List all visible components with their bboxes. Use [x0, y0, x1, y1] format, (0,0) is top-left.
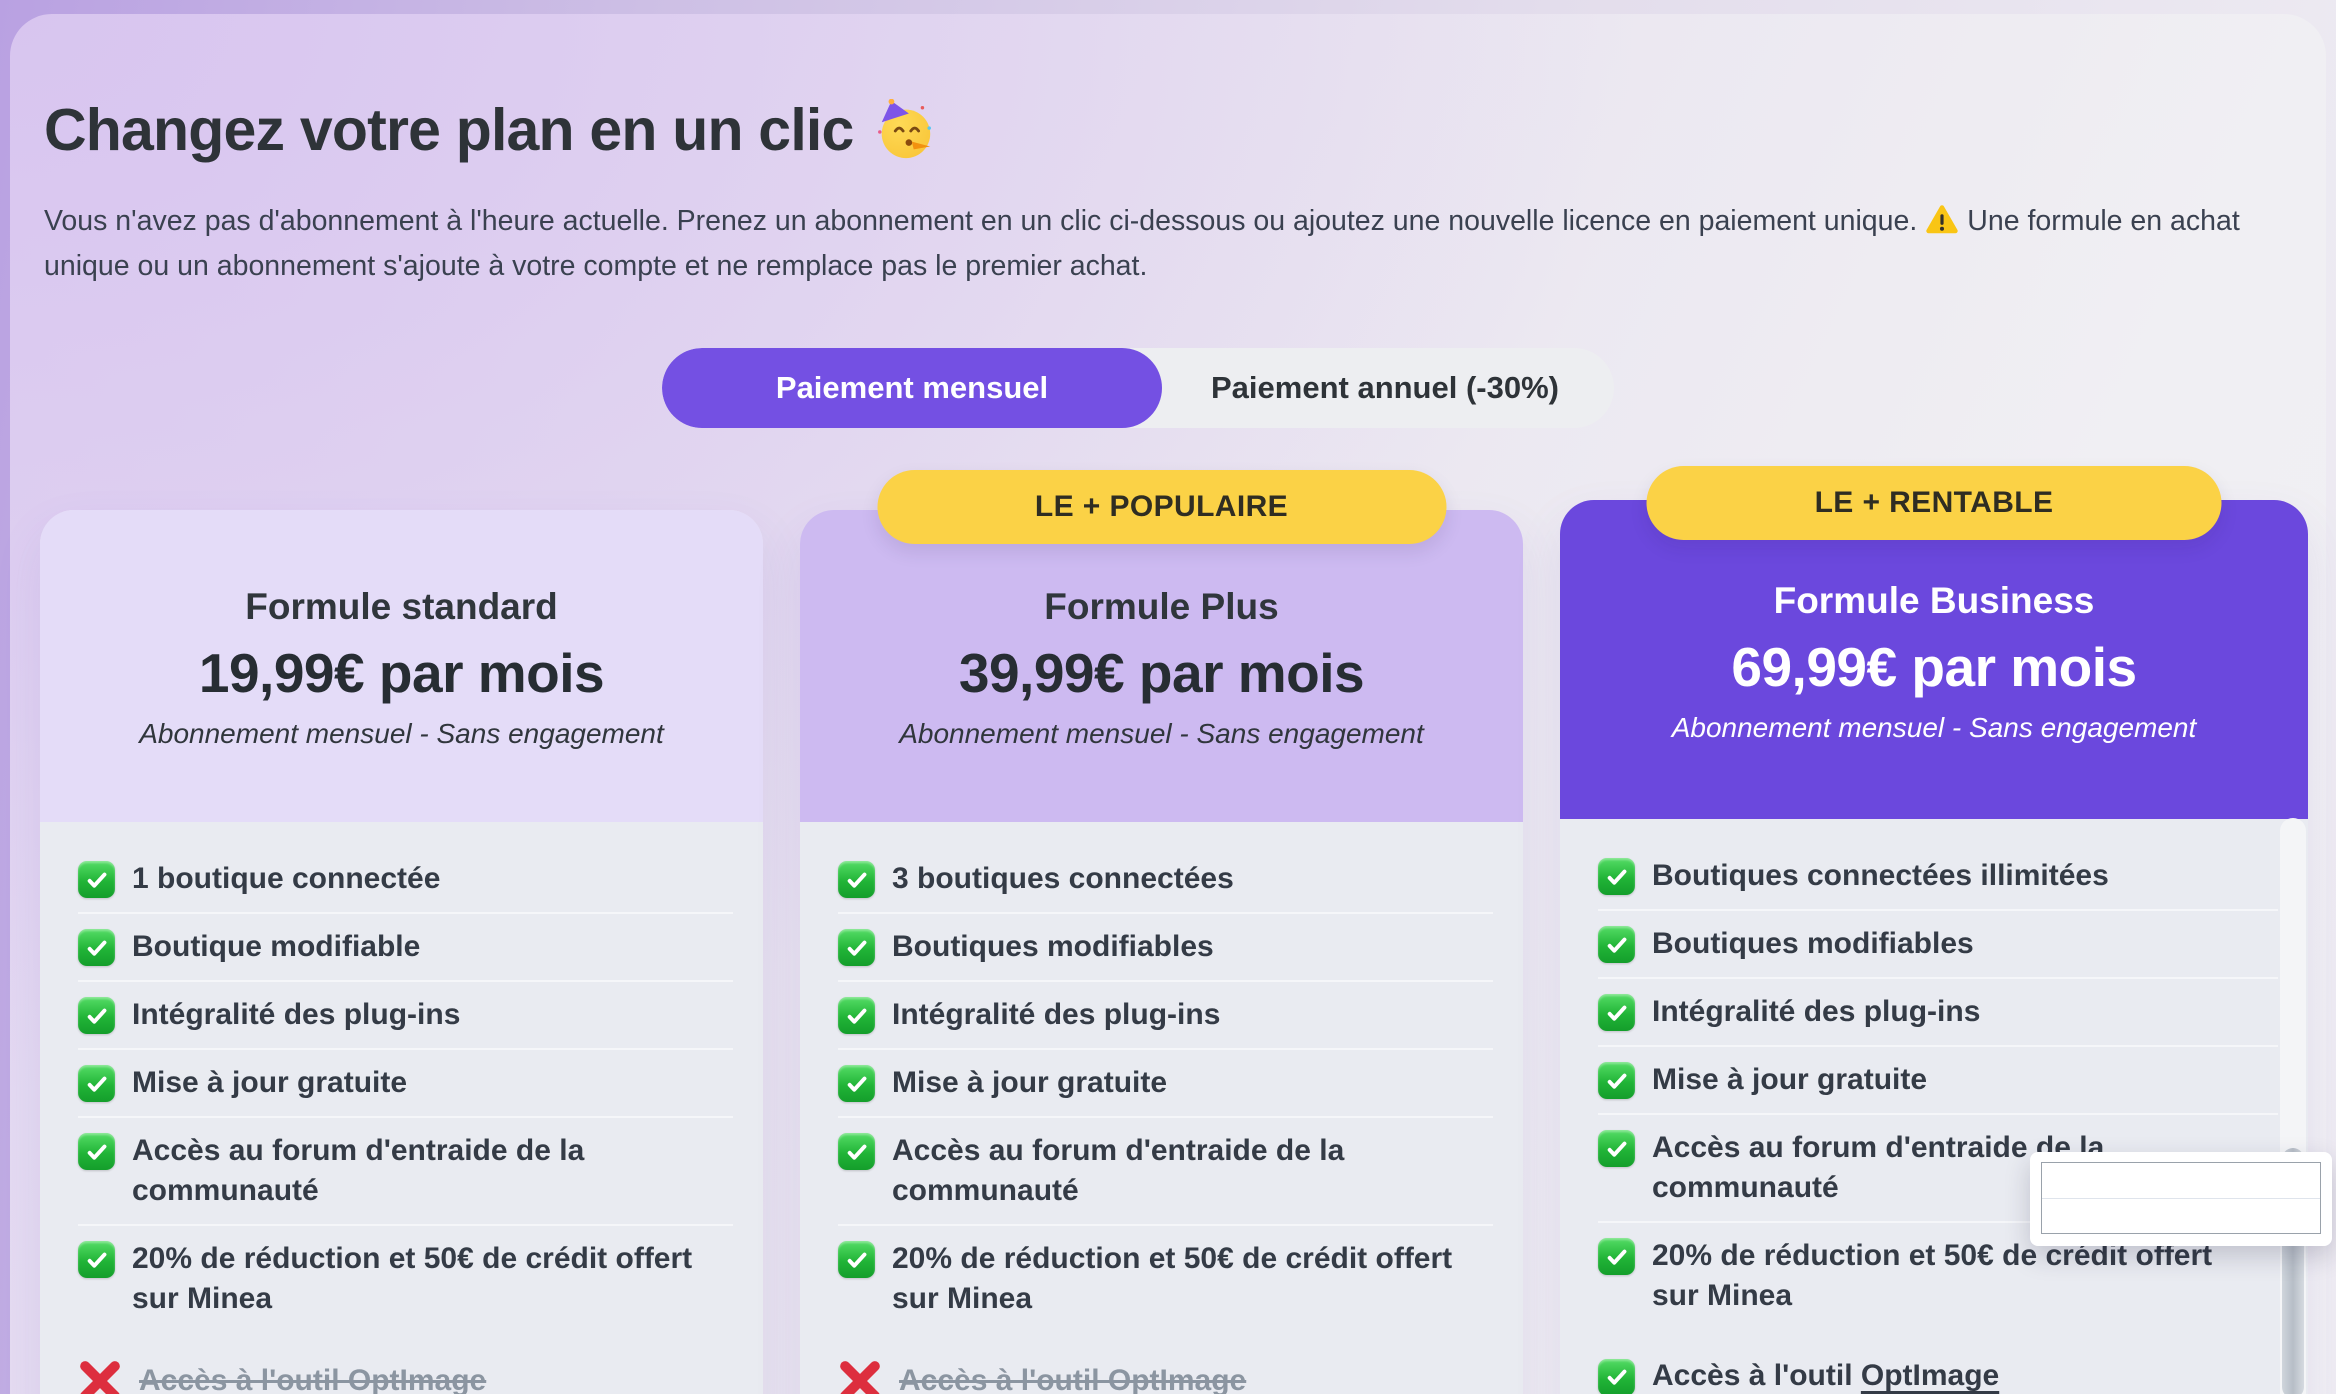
plan-header: Formule Plus 39,99€ par mois Abonnement …	[800, 510, 1523, 822]
feature-label: Mise à jour gratuite	[1652, 1063, 1928, 1096]
check-icon	[1598, 1130, 1635, 1167]
plan-price: 39,99€ par mois	[958, 642, 1365, 704]
check-icon	[1598, 1358, 1635, 1394]
tab-annual[interactable]: Paiement annuel (-30%)	[1116, 348, 1614, 428]
plan-billing-note: Abonnement mensuel - Sans engagement	[1671, 711, 2197, 743]
feature-item: Boutiques modifiables	[1598, 911, 2278, 979]
plan-name: Formule Plus	[1044, 586, 1279, 627]
feature-item: Intégralité des plug-ins	[838, 982, 1493, 1050]
feature-label: Mise à jour gratuite	[132, 1066, 408, 1099]
popular-badge: LE + POPULAIRE	[877, 470, 1446, 544]
feature-label: Boutiques modifiables	[892, 930, 1214, 963]
check-icon	[1598, 1062, 1635, 1099]
plan-billing-note: Abonnement mensuel - Sans engagement	[139, 718, 664, 749]
autofill-option[interactable]	[2042, 1163, 2320, 1198]
feature-item: Accès au forum d'entraide de la communau…	[1598, 1115, 2278, 1223]
feature-item: Accès à l'outil OptImage	[838, 1346, 1493, 1394]
feature-item: Boutiques modifiables	[838, 914, 1493, 982]
check-icon	[1598, 994, 1635, 1031]
feature-item: 3 boutiques connectées	[838, 846, 1493, 914]
plan-price: 19,99€ par mois	[198, 642, 605, 704]
feature-label: Accès à l'outil OptImage	[1652, 1359, 2000, 1392]
plan-billing-note: Abonnement mensuel - Sans engagement	[899, 718, 1424, 749]
features-list: 3 boutiques connectées Boutiques modifiab…	[800, 822, 1523, 1394]
feature-item: Intégralité des plug-ins	[1598, 979, 2278, 1047]
check-icon	[1598, 926, 1635, 963]
billing-toggle: Paiement mensuel Paiement annuel (-30%)	[662, 348, 1614, 428]
feature-item: Accès au forum d'entraide de la communau…	[78, 1118, 733, 1226]
page-title: Changez votre plan en un clic	[44, 96, 936, 164]
feature-label: Boutique modifiable	[132, 930, 421, 963]
check-icon	[78, 997, 115, 1034]
feature-label: 3 boutiques connectées	[892, 862, 1234, 895]
feature-label: Accès au forum d'entraide de la communau…	[892, 1134, 1345, 1207]
feature-label: Mise à jour gratuite	[892, 1066, 1168, 1099]
optimage-link[interactable]: OptImage	[1860, 1359, 2000, 1392]
check-icon	[78, 861, 115, 898]
feature-item: Accès à l'outil OptImage	[1598, 1343, 2278, 1394]
feature-item: Accès à l'outil OptImage	[78, 1346, 733, 1394]
feature-label: Accès à l'outil OptImage	[899, 1364, 1247, 1394]
feature-label: Intégralité des plug-ins	[1652, 995, 1981, 1028]
feature-item: Boutique modifiable	[78, 914, 733, 982]
feature-item: Accès au forum d'entraide de la communau…	[838, 1118, 1493, 1226]
cross-icon	[838, 1359, 882, 1394]
cross-icon	[78, 1359, 122, 1394]
check-icon	[78, 929, 115, 966]
description-part2: Une formule en achat unique ou un abonne…	[44, 204, 2240, 282]
check-icon	[838, 1241, 875, 1278]
feature-item: Mise à jour gratuite	[838, 1050, 1493, 1118]
plan-header: Formule Business 69,99€ par mois Abonnem…	[1560, 500, 2308, 819]
autofill-options	[2041, 1162, 2321, 1234]
feature-label: 1 boutique connectée	[132, 862, 441, 895]
profitable-badge: LE + RENTABLE	[1646, 466, 2222, 540]
autofill-option[interactable]	[2042, 1198, 2320, 1233]
feature-item: Mise à jour gratuite	[1598, 1047, 2278, 1115]
feature-label: 20% de réduction et 50€ de crédit offert…	[132, 1242, 693, 1315]
feature-item: Mise à jour gratuite	[78, 1050, 733, 1118]
empty-autofill-dropdown[interactable]	[2030, 1152, 2332, 1246]
check-icon	[838, 997, 875, 1034]
feature-item: 20% de réduction et 50€ de crédit offert…	[78, 1226, 733, 1332]
feature-label: Accès au forum d'entraide de la communau…	[132, 1134, 585, 1207]
feature-label: Accès au forum d'entraide de la communau…	[1652, 1131, 2105, 1204]
feature-label: 20% de réduction et 50€ de crédit offert…	[892, 1242, 1453, 1315]
feature-item: Boutiques connectées illimitées	[1598, 843, 2278, 911]
plan-name: Formule standard	[245, 586, 558, 627]
feature-label: Boutiques modifiables	[1652, 927, 1974, 960]
check-icon	[78, 1133, 115, 1170]
page-title-text: Changez votre plan en un clic	[44, 96, 854, 163]
check-icon	[78, 1241, 115, 1278]
plan-price: 69,99€ par mois	[1731, 635, 2137, 698]
plan-card-plus[interactable]: LE + POPULAIRE Formule Plus 39,99€ par m…	[800, 470, 1523, 1394]
feature-item: 1 boutique connectée	[78, 846, 733, 914]
check-icon	[1598, 1238, 1635, 1275]
feature-label: Accès à l'outil OptImage	[139, 1364, 487, 1394]
tab-monthly[interactable]: Paiement mensuel	[662, 348, 1162, 428]
scrollbar[interactable]	[2280, 818, 2306, 1394]
plan-header: Formule standard 19,99€ par mois Abonnem…	[40, 510, 763, 822]
warning-icon	[1925, 204, 1959, 235]
plan-name: Formule Business	[1773, 579, 2095, 621]
feature-item: Intégralité des plug-ins	[78, 982, 733, 1050]
check-icon	[838, 929, 875, 966]
check-icon	[1598, 858, 1635, 895]
feature-label: Intégralité des plug-ins	[132, 998, 461, 1031]
party-face-icon	[874, 98, 936, 161]
features-list: Boutiques connectées illimitées Boutiques…	[1560, 819, 2308, 1394]
feature-item: 20% de réduction et 50€ de crédit offert…	[838, 1226, 1493, 1332]
page-description: Vous n'avez pas d'abonnement à l'heure a…	[44, 199, 2296, 289]
plan-card-business[interactable]: LE + RENTABLE Formule Business 69,99€ pa…	[1560, 466, 2308, 1394]
check-icon	[838, 1065, 875, 1102]
features-list: 1 boutique connectée Boutique modifiable I…	[40, 822, 763, 1394]
check-icon	[838, 1133, 875, 1170]
check-icon	[78, 1065, 115, 1102]
plan-card-standard[interactable]: Formule standard 19,99€ par mois Abonnem…	[40, 510, 763, 1394]
feature-label: Boutiques connectées illimitées	[1652, 859, 2109, 892]
check-icon	[838, 861, 875, 898]
feature-label: 20% de réduction et 50€ de crédit offert…	[1652, 1239, 2213, 1312]
feature-label: Intégralité des plug-ins	[892, 998, 1221, 1031]
description-part1: Vous n'avez pas d'abonnement à l'heure a…	[44, 204, 1918, 237]
